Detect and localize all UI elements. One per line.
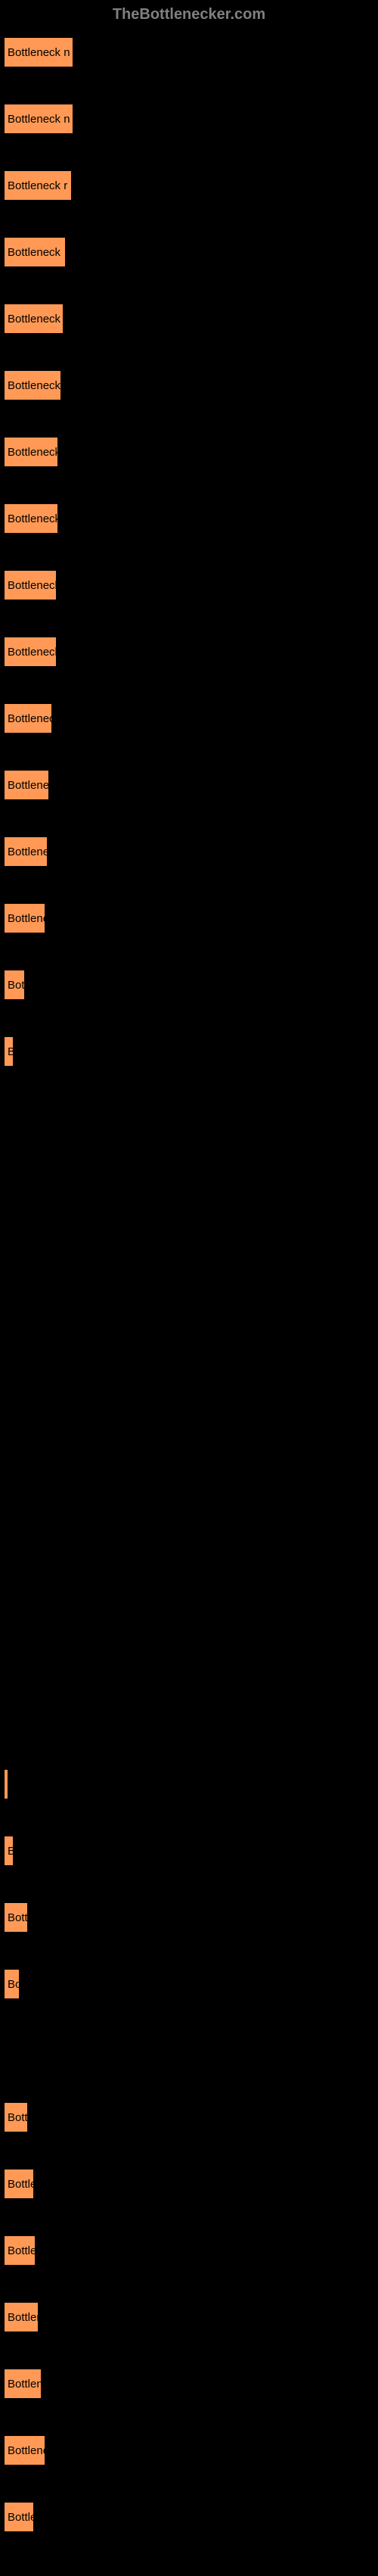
bar: Bo: [4, 1969, 20, 1999]
bar-row: Bottleneck r: [0, 170, 378, 201]
bar: B: [4, 1036, 14, 1067]
bar-row: [0, 1170, 378, 1200]
bar-label: Bottleneck: [8, 446, 58, 459]
bar-row: Bottleneck: [0, 437, 378, 467]
bar-row: Bottleneck: [0, 370, 378, 400]
bar: Bottlene: [4, 770, 49, 800]
bar: Bottleneck r: [4, 170, 72, 201]
bar-label: Bottleneck r: [8, 179, 67, 192]
bar: Bottleneck: [4, 437, 58, 467]
bar-row: Bott: [0, 2102, 378, 2132]
bar-label: Bo: [8, 1978, 20, 1991]
bar: Bottle: [4, 2235, 36, 2266]
bar-label: Bottlene: [8, 2378, 42, 2391]
bar-row: [0, 1503, 378, 1533]
bar-row: Bottlene: [0, 2435, 378, 2465]
bar: Bott: [4, 1902, 28, 1933]
bar-row: Bottleneck: [0, 570, 378, 600]
bar-row: Bottler: [0, 2302, 378, 2332]
bar-label: Bottleneck: [8, 646, 57, 659]
bar: Bottlene: [4, 836, 48, 867]
bar-row: Bottle: [0, 2235, 378, 2266]
bar: Bot: [4, 970, 25, 1000]
bar-row: Bottleneck: [0, 237, 378, 267]
bar: Bottlene: [4, 903, 45, 933]
bar-row: Bottlene: [0, 770, 378, 800]
bar-label: Bottle: [8, 2244, 36, 2257]
bar-row: Bottlene: [0, 2369, 378, 2399]
bar-label: Bottleneck: [8, 512, 58, 525]
bar-row: [0, 1702, 378, 1733]
bar: Bottle: [4, 2169, 34, 2199]
bar-row: Bottleneck: [0, 304, 378, 334]
bar-row: Bottle: [0, 2169, 378, 2199]
bar: Bott: [4, 2102, 28, 2132]
bar-row: Bot: [0, 970, 378, 1000]
bar-row: [0, 2036, 378, 2066]
bar: Bottleneck: [4, 237, 66, 267]
bar-label: Bottlenec: [8, 712, 52, 725]
bar-label: Bottlene: [8, 2444, 45, 2457]
bar-row: [0, 1103, 378, 1133]
bar-label: Bottleneck: [8, 313, 60, 326]
bar-row: Bottleneck n: [0, 37, 378, 67]
bar-row: Bottleneck: [0, 637, 378, 667]
bar-row: Bottlene: [0, 903, 378, 933]
bar-label: Bottler: [8, 2311, 39, 2324]
bar-label: Bottleneck n: [8, 46, 70, 59]
bar-row: [0, 1236, 378, 1266]
bar-row: Bottlene: [0, 836, 378, 867]
bar-label: Bottlene: [8, 846, 48, 858]
bar-row: [0, 1769, 378, 1799]
bar-label: Bottleneck: [8, 379, 60, 392]
bar-label: B: [8, 1845, 14, 1858]
bar: B: [4, 1836, 14, 1866]
bar-label: Bottle: [8, 2178, 34, 2191]
bar-row: B: [0, 1836, 378, 1866]
bar-label: B: [8, 1045, 14, 1058]
bar: Bottleneck: [4, 637, 57, 667]
bar: Bottleneck: [4, 370, 61, 400]
bar: Bottleneck: [4, 304, 64, 334]
bar-label: Bottlene: [8, 779, 49, 792]
bar-label: Bott: [8, 2111, 28, 2124]
bar-row: [0, 1636, 378, 1666]
bar: Bottleneck n: [4, 104, 73, 134]
bar-label: Bottleneck n: [8, 113, 70, 126]
bar-label: Bottleneck: [8, 579, 57, 592]
bar: Bottleneck: [4, 570, 57, 600]
bar-label: Bott: [8, 1911, 28, 1924]
bar-row: [0, 1369, 378, 1400]
bar-label: Bottleneck: [8, 246, 60, 259]
bar-row: [0, 1303, 378, 1333]
bar: Bottle: [4, 2502, 34, 2532]
bar: Bottler: [4, 2302, 39, 2332]
bar-row: [0, 1436, 378, 1466]
bar: Bottleneck: [4, 503, 58, 534]
bar-row: B: [0, 1036, 378, 1067]
bar-row: Bo: [0, 1969, 378, 1999]
bar: [4, 1769, 8, 1799]
bar-row: Bottleneck: [0, 503, 378, 534]
bar-row: Bottlenec: [0, 703, 378, 734]
bar-row: Bottle: [0, 2502, 378, 2532]
bar-label: Bottle: [8, 2511, 34, 2524]
bar-label: Bot: [8, 979, 25, 992]
bar: Bottleneck n: [4, 37, 73, 67]
bar-label: Bottlene: [8, 912, 45, 925]
bar-row: [0, 1569, 378, 1599]
bar-row: Bott: [0, 1902, 378, 1933]
site-header: TheBottlenecker.com: [0, 0, 378, 30]
bar-chart: Bottleneck n Bottleneck n Bottleneck r Bott…: [0, 30, 378, 2576]
bar-row: Bottleneck n: [0, 104, 378, 134]
bar: Bottlene: [4, 2369, 42, 2399]
bar: Bottlenec: [4, 703, 52, 734]
bar: Bottlene: [4, 2435, 45, 2465]
